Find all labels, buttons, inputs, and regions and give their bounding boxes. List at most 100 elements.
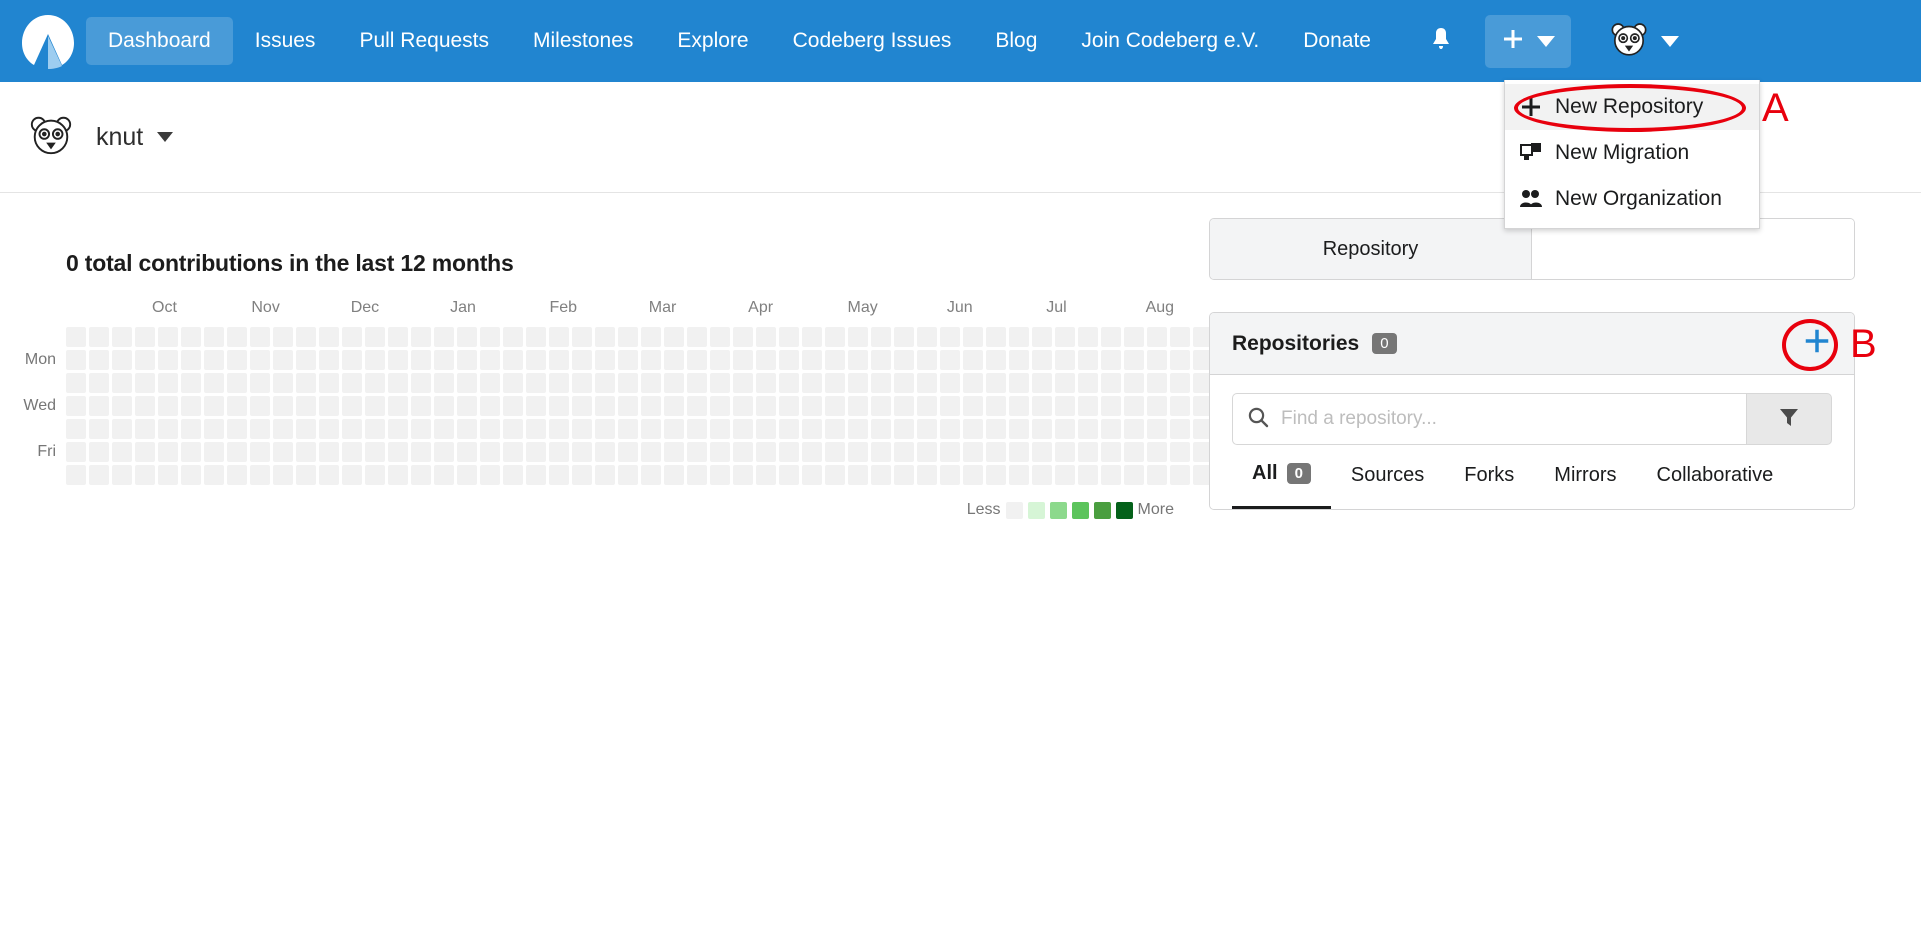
- heatmap-cell[interactable]: [595, 373, 615, 393]
- heatmap-cell[interactable]: [687, 350, 707, 370]
- heatmap-cell[interactable]: [618, 373, 638, 393]
- heatmap-cell[interactable]: [388, 442, 408, 462]
- heatmap-cell[interactable]: [733, 419, 753, 439]
- heatmap-cell[interactable]: [756, 350, 776, 370]
- chevron-down-icon[interactable]: [157, 132, 174, 142]
- heatmap-cell[interactable]: [273, 465, 293, 485]
- heatmap-cell[interactable]: [1009, 419, 1029, 439]
- heatmap-cell[interactable]: [595, 419, 615, 439]
- heatmap-cell[interactable]: [871, 350, 891, 370]
- heatmap-cell[interactable]: [89, 350, 109, 370]
- heatmap-cell[interactable]: [917, 419, 937, 439]
- heatmap-cell[interactable]: [204, 442, 224, 462]
- heatmap-cell[interactable]: [66, 465, 86, 485]
- heatmap-cell[interactable]: [112, 373, 132, 393]
- heatmap-cell[interactable]: [1124, 396, 1144, 416]
- heatmap-cell[interactable]: [641, 465, 661, 485]
- heatmap-cell[interactable]: [710, 327, 730, 347]
- heatmap-cell[interactable]: [411, 465, 431, 485]
- heatmap-cell[interactable]: [641, 419, 661, 439]
- heatmap-cell[interactable]: [204, 350, 224, 370]
- heatmap-cell[interactable]: [894, 419, 914, 439]
- heatmap-cell[interactable]: [595, 396, 615, 416]
- new-organization-menu-item[interactable]: New Organization: [1505, 176, 1759, 222]
- heatmap-cell[interactable]: [802, 373, 822, 393]
- heatmap-cell[interactable]: [848, 373, 868, 393]
- heatmap-cell[interactable]: [1078, 327, 1098, 347]
- heatmap-cell[interactable]: [434, 442, 454, 462]
- heatmap-cell[interactable]: [503, 396, 523, 416]
- heatmap-cell[interactable]: [1032, 350, 1052, 370]
- heatmap-cell[interactable]: [135, 396, 155, 416]
- heatmap-cell[interactable]: [227, 373, 247, 393]
- heatmap-cell[interactable]: [342, 327, 362, 347]
- heatmap-cell[interactable]: [66, 350, 86, 370]
- heatmap-cell[interactable]: [1055, 419, 1075, 439]
- heatmap-cell[interactable]: [89, 442, 109, 462]
- heatmap-cell[interactable]: [1009, 350, 1029, 370]
- heatmap-cell[interactable]: [802, 327, 822, 347]
- heatmap-cell[interactable]: [480, 465, 500, 485]
- heatmap-cell[interactable]: [1101, 373, 1121, 393]
- heatmap-cell[interactable]: [664, 465, 684, 485]
- heatmap-cell[interactable]: [756, 465, 776, 485]
- heatmap-cell[interactable]: [112, 350, 132, 370]
- heatmap-cell[interactable]: [986, 327, 1006, 347]
- heatmap-cells[interactable]: [66, 327, 1282, 485]
- heatmap-cell[interactable]: [618, 327, 638, 347]
- repo-filter-tab-all[interactable]: All 0: [1232, 455, 1331, 509]
- heatmap-cell[interactable]: [503, 327, 523, 347]
- heatmap-cell[interactable]: [549, 396, 569, 416]
- heatmap-cell[interactable]: [388, 327, 408, 347]
- heatmap-cell[interactable]: [1032, 373, 1052, 393]
- heatmap-cell[interactable]: [1055, 327, 1075, 347]
- heatmap-cell[interactable]: [480, 419, 500, 439]
- heatmap-cell[interactable]: [66, 373, 86, 393]
- heatmap-cell[interactable]: [526, 419, 546, 439]
- heatmap-cell[interactable]: [1101, 442, 1121, 462]
- heatmap-cell[interactable]: [158, 373, 178, 393]
- heatmap-cell[interactable]: [526, 373, 546, 393]
- repo-filter-tab-collaborative[interactable]: Collaborative: [1637, 455, 1794, 509]
- heatmap-cell[interactable]: [963, 419, 983, 439]
- heatmap-cell[interactable]: [158, 350, 178, 370]
- heatmap-cell[interactable]: [1055, 442, 1075, 462]
- heatmap-cell[interactable]: [687, 373, 707, 393]
- heatmap-cell[interactable]: [549, 327, 569, 347]
- heatmap-cell[interactable]: [940, 350, 960, 370]
- heatmap-cell[interactable]: [250, 373, 270, 393]
- heatmap-cell[interactable]: [549, 442, 569, 462]
- heatmap-cell[interactable]: [641, 327, 661, 347]
- heatmap-cell[interactable]: [1124, 465, 1144, 485]
- heatmap-cell[interactable]: [802, 465, 822, 485]
- heatmap-cell[interactable]: [894, 465, 914, 485]
- heatmap-cell[interactable]: [1147, 465, 1167, 485]
- heatmap-cell[interactable]: [1101, 350, 1121, 370]
- heatmap-cell[interactable]: [710, 396, 730, 416]
- heatmap-cell[interactable]: [871, 419, 891, 439]
- heatmap-cell[interactable]: [388, 373, 408, 393]
- heatmap-cell[interactable]: [917, 465, 937, 485]
- heatmap-cell[interactable]: [204, 373, 224, 393]
- heatmap-cell[interactable]: [457, 350, 477, 370]
- heatmap-cell[interactable]: [411, 327, 431, 347]
- heatmap-cell[interactable]: [940, 373, 960, 393]
- heatmap-cell[interactable]: [158, 465, 178, 485]
- heatmap-cell[interactable]: [342, 396, 362, 416]
- heatmap-cell[interactable]: [986, 442, 1006, 462]
- heatmap-cell[interactable]: [273, 350, 293, 370]
- heatmap-cell[interactable]: [365, 465, 385, 485]
- heatmap-cell[interactable]: [296, 350, 316, 370]
- heatmap-cell[interactable]: [779, 465, 799, 485]
- heatmap-cell[interactable]: [319, 396, 339, 416]
- heatmap-cell[interactable]: [641, 373, 661, 393]
- heatmap-cell[interactable]: [227, 327, 247, 347]
- heatmap-cell[interactable]: [89, 419, 109, 439]
- heatmap-cell[interactable]: [1147, 396, 1167, 416]
- heatmap-cell[interactable]: [158, 442, 178, 462]
- heatmap-cell[interactable]: [434, 396, 454, 416]
- heatmap-cell[interactable]: [526, 442, 546, 462]
- heatmap-cell[interactable]: [296, 396, 316, 416]
- heatmap-cell[interactable]: [1009, 465, 1029, 485]
- heatmap-cell[interactable]: [1101, 327, 1121, 347]
